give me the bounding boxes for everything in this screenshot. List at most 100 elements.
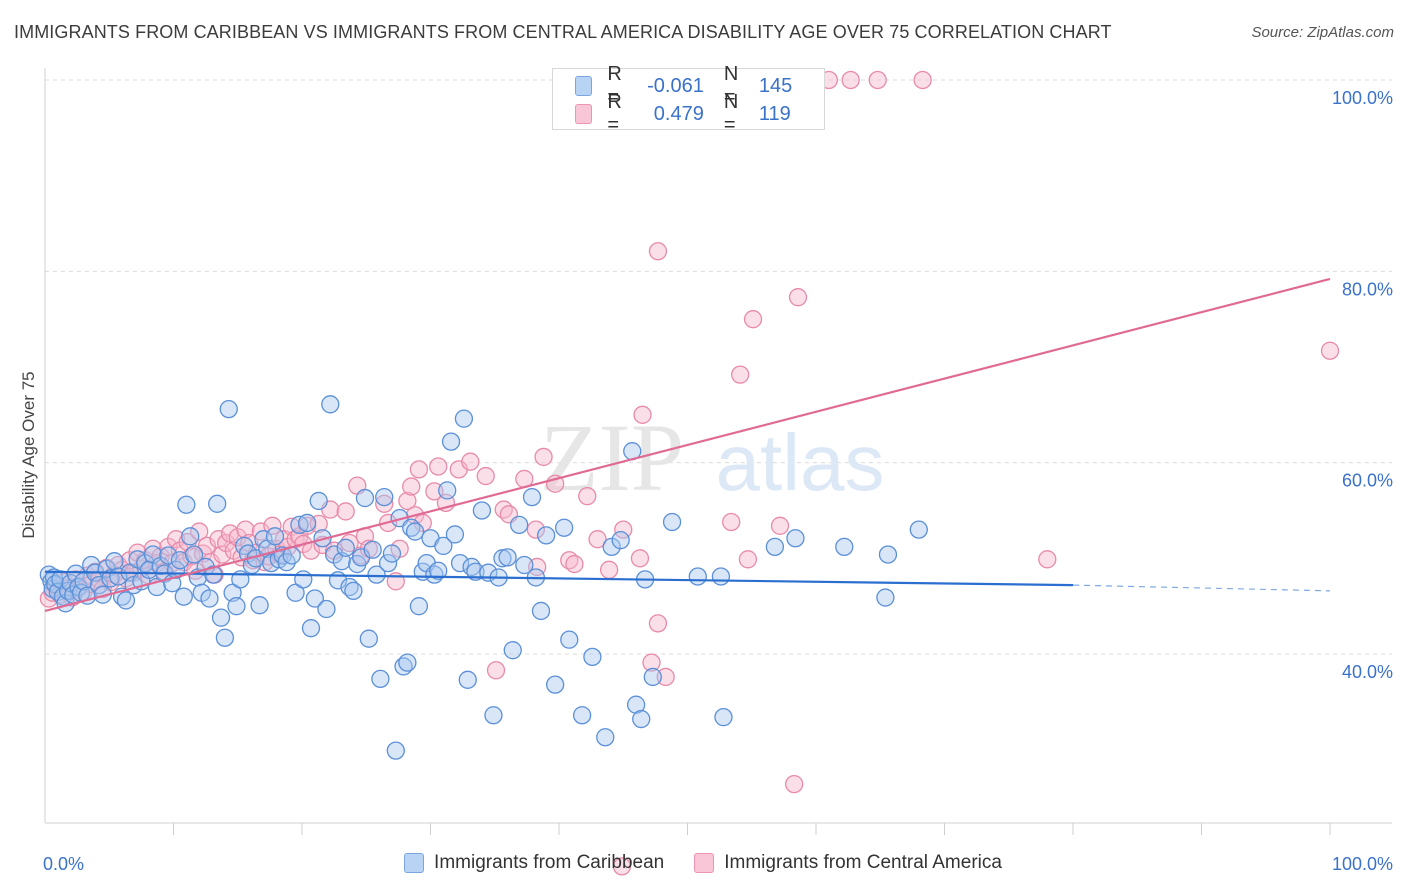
caribbean-point [294,570,313,589]
x-tick-label: 0.0% [43,854,84,874]
central-america-point [476,466,495,486]
central-america-point [841,70,860,90]
series-central-america-points [39,70,1340,876]
caribbean-point [484,706,503,725]
x-tick-label: 100.0% [1332,854,1393,874]
caribbean-point [458,670,477,689]
caribbean-point [611,531,630,550]
n-label: N = [723,63,739,108]
central-america-point [486,661,506,680]
central-america-point [213,545,232,564]
r-value-caribbean: -0.061 [647,74,704,97]
caribbean-point [714,707,733,727]
bottom-legend: Immigrants from Caribbean Immigrants fro… [0,852,1406,874]
series-caribbean-points [39,395,928,760]
central-america-point [913,70,932,90]
caribbean-point [441,432,461,451]
caribbean-point [250,596,269,615]
caribbean-point [227,597,246,616]
caribbean-point [382,544,402,563]
central-america-point [409,460,429,479]
central-america-point [648,614,668,633]
caribbean-point [177,495,196,514]
caribbean-point [878,545,898,564]
central-america-point [788,288,808,307]
central-america-point [565,554,584,574]
caribbean-point [309,491,328,511]
central-america-point [656,667,675,687]
caribbean-point [317,599,336,619]
central-america-point [785,774,804,794]
central-america-point [166,530,186,549]
caribbean-point [211,608,231,627]
y-tick-label: 60.0% [1342,471,1393,491]
central-america-point [263,516,282,535]
legend-swatch-caribbean [404,853,425,873]
caribbean-point [503,641,522,660]
y-tick-label: 80.0% [1342,279,1393,299]
caribbean-point [254,530,273,549]
axes [44,68,1392,835]
central-america-point [190,522,209,541]
caribbean-point [159,546,178,565]
r-label: R = [607,91,622,136]
caribbean-point [174,587,193,606]
caribbean-point [367,565,386,584]
central-america-point [738,550,758,569]
central-america-point [648,242,668,261]
central-america-point [398,491,417,511]
trend-line-caribbean-extension [1072,584,1331,592]
stats-row-caribbean: R = -0.061 N = 145 [575,63,829,108]
trend-lines [44,277,1331,613]
trend-line-caribbean [44,570,1074,587]
central-america-point [868,70,887,90]
central-america-point [217,533,236,553]
watermark-zip: ZIP [540,404,684,511]
central-america-point [425,482,444,501]
caribbean-point [409,597,429,616]
central-america-point [375,494,394,513]
legend-item-caribbean[interactable]: Immigrants from Caribbean [404,852,664,874]
central-america-point [612,857,632,876]
caribbean-point [336,538,355,557]
grid-lines [45,79,1392,655]
central-america-point [722,512,741,532]
central-america-point [534,447,553,467]
stats-swatch-caribbean [575,76,593,96]
caribbean-point [626,695,646,714]
tick-labels: 40.0% 60.0% 80.0% 100.0% 0.0% 100.0% [43,88,1393,874]
central-america-point [461,452,480,471]
central-america-point [402,477,421,496]
watermark-atlas: atlas [716,418,885,507]
caribbean-point [537,526,556,545]
caribbean-point [438,481,457,500]
n-value-caribbean: 145 [758,74,793,97]
caribbean-point [371,669,390,689]
legend-item-central-america[interactable]: Immigrants from Central America [694,852,1002,874]
caribbean-point [835,537,854,557]
central-america-point [429,457,448,476]
y-axis-label: Disability Age Over 75 [19,371,38,538]
caribbean-point [429,561,448,580]
central-america-point [743,310,763,329]
legend-label-central-america: Immigrants from Central America [724,852,1002,873]
caribbean-point [375,487,394,507]
caribbean-point [200,589,219,608]
central-america-point [143,539,163,558]
caribbean-point [560,630,579,649]
caribbean-point [662,512,682,532]
r-value-central-america: 0.479 [653,102,704,125]
caribbean-point [405,522,425,541]
central-america-point [614,520,633,539]
caribbean-point [909,520,928,539]
caribbean-point [105,552,124,571]
y-tick-label: 100.0% [1332,88,1393,108]
central-america-point [630,549,650,568]
caribbean-point [363,540,382,559]
stats-swatch-central-america [575,104,593,124]
caribbean-point [181,527,200,546]
central-america-point [599,560,619,579]
stats-legend: R = -0.061 N = 145 R = 0.479 N = 119 [552,63,825,136]
caribbean-point [321,395,340,414]
